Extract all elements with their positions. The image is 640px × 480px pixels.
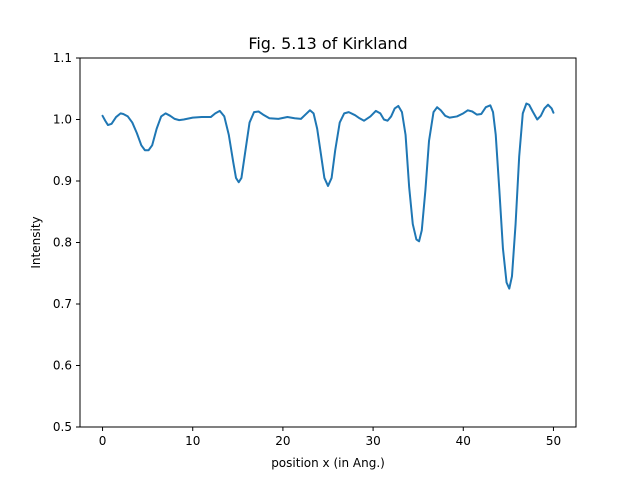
x-tick-label: 0 — [99, 434, 107, 448]
x-tick-label: 20 — [275, 434, 290, 448]
x-tick-label: 10 — [185, 434, 200, 448]
y-tick-label: 0.9 — [53, 174, 72, 188]
y-tick-label: 1.1 — [53, 51, 72, 65]
y-axis-ticks: 0.5 0.6 0.7 0.8 0.9 1.0 1.1 — [53, 51, 80, 434]
x-tick-label: 40 — [456, 434, 471, 448]
x-axis-label: position x (in Ang.) — [271, 456, 385, 470]
y-tick-label: 0.7 — [53, 297, 72, 311]
x-tick-label: 50 — [546, 434, 561, 448]
series-layer — [101, 102, 555, 290]
series-line-1 — [101, 102, 555, 290]
y-tick-label: 1.0 — [53, 113, 72, 127]
y-tick-label: 0.6 — [53, 359, 72, 373]
y-axis-label: Intensity — [29, 216, 43, 268]
x-axis-ticks: 0 10 20 30 40 50 — [99, 427, 561, 448]
y-tick-label: 0.5 — [53, 420, 72, 434]
y-tick-label: 0.8 — [53, 236, 72, 250]
x-tick-label: 30 — [365, 434, 380, 448]
chart-title: Fig. 5.13 of Kirkland — [248, 34, 407, 53]
